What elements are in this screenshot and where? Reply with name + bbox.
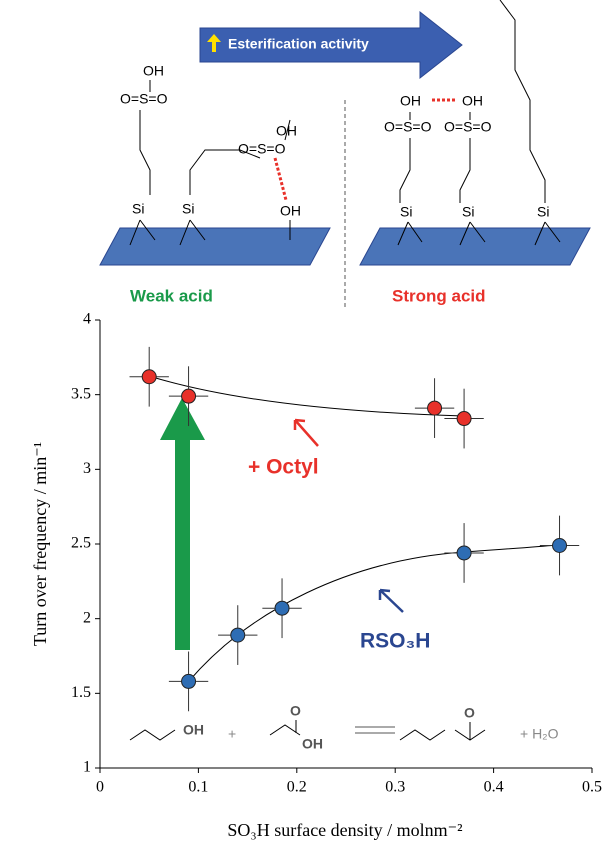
atom-label: OH [276, 123, 297, 139]
reaction-text: OH [183, 722, 204, 738]
point [456, 411, 472, 427]
series-label: + Octyl [248, 456, 319, 479]
x-tick-label: 0.5 [582, 779, 602, 796]
x-tick-label: 0.4 [484, 779, 504, 796]
reaction-text: O [464, 705, 475, 721]
equilibrium [355, 726, 395, 734]
diagram: Esterification activity OH O=S=O Si Si O… [99, 0, 591, 310]
point [456, 545, 472, 561]
reaction-bonds [129, 720, 486, 741]
y-tick-label: 1 [83, 759, 91, 776]
x-tick-label: 0.3 [385, 779, 405, 796]
atom-label: Si [400, 204, 412, 220]
fit-curve [148, 375, 465, 417]
y-tick-label: 3 [83, 460, 91, 477]
y-tick-label: 4 [83, 311, 91, 328]
atom-label: O=S=O [384, 119, 432, 135]
x-tick-label: 0.1 [188, 779, 208, 796]
atom-label: Si [462, 204, 474, 220]
surface [359, 227, 591, 266]
series-label: RSO₃H [360, 630, 430, 653]
atom-label: Si [132, 201, 144, 217]
reaction-text: OH [302, 736, 323, 752]
weak-label: Weak acid [130, 286, 213, 305]
atom-label: Si [537, 204, 549, 220]
atom-label: OH [462, 93, 483, 109]
point [230, 627, 246, 643]
atom-label: O=S=O [238, 141, 286, 157]
reaction-text: O [290, 703, 301, 719]
atom-label: O=S=O [120, 91, 168, 107]
y-tick-label: 2.5 [71, 535, 91, 552]
strong-label: Strong acid [392, 286, 486, 305]
atom-label: OH [280, 203, 301, 219]
pointer [293, 418, 319, 447]
bonds [129, 0, 561, 246]
h-bond [273, 157, 288, 201]
point [552, 537, 568, 553]
x-axis-label: SO₃H surface density / molnm⁻² [227, 820, 462, 840]
reaction-text: + [228, 726, 236, 742]
y-tick-label: 3.5 [71, 385, 91, 402]
banner-arrow [199, 10, 463, 80]
surface [99, 227, 331, 266]
fit-curve [188, 544, 561, 682]
atom-label: Si [182, 201, 194, 217]
point [274, 600, 290, 616]
y-tick-label: 1.5 [71, 684, 91, 701]
pointer [378, 588, 404, 613]
atom-label: OH [143, 63, 164, 79]
banner-text: Esterification activity [228, 36, 369, 52]
x-tick-label: 0 [96, 779, 104, 796]
y-axis-label: Turn over frequency / min⁻¹ [30, 442, 50, 646]
point [427, 400, 443, 416]
plot: + Octyl RSO₃H OH + O OH O + H₂O SO₃H sur… [30, 311, 602, 840]
atom-label: OH [400, 93, 421, 109]
up-icon [207, 34, 221, 52]
point [141, 369, 157, 385]
y-tick-label: 2 [83, 609, 91, 626]
point [181, 388, 197, 404]
green-arrow [160, 398, 205, 650]
point [181, 673, 197, 689]
reaction-text: + H₂O [520, 726, 559, 742]
x-tick-label: 0.2 [287, 779, 307, 796]
atom-label: O=S=O [444, 119, 492, 135]
